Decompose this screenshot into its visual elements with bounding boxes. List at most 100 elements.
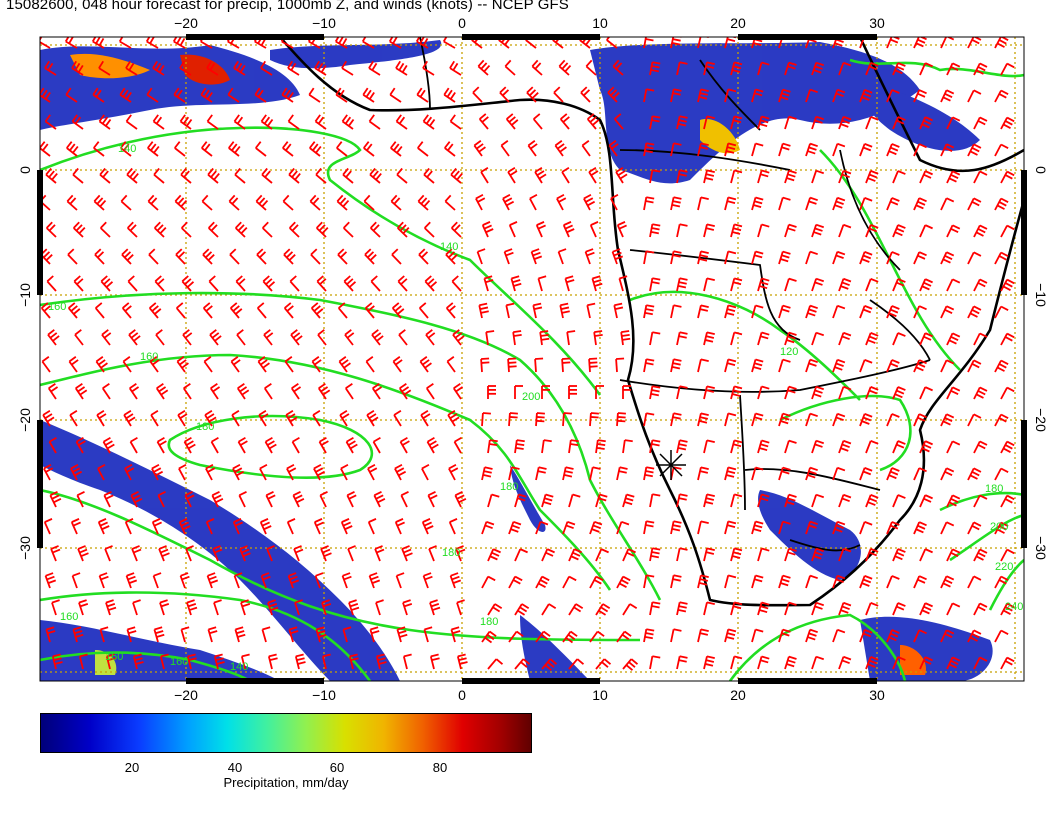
wind-barb [233,572,243,589]
wind-barb [487,658,504,670]
wind-barb [505,113,519,130]
wind-barb [371,383,383,400]
wind-barb [940,143,955,157]
wind-barb [778,412,791,427]
wind-barb [449,114,462,130]
wind-barb [838,547,852,562]
wind-barb [535,520,549,535]
wind-barb [310,248,321,265]
wind-barb [886,143,900,157]
wind-barb [444,141,456,157]
wind-barb [703,331,715,346]
wind-barb [130,490,143,508]
wind-barb [445,248,458,265]
wind-barb [643,250,655,265]
wind-barb [757,169,770,184]
wind-barb [535,221,546,238]
wind-barb [561,166,570,184]
wind-barb [568,603,584,616]
wind-barb [778,574,791,589]
wind-barb [757,493,770,508]
wind-barb [100,275,114,292]
wind-barb [487,439,498,454]
wind-barb [153,167,165,184]
wind-barb [74,329,84,346]
wind-barb [475,193,486,211]
wind-barb [233,114,246,130]
wind-barb [46,275,57,292]
wind-barb [967,197,982,211]
wind-barb [730,493,743,508]
wind-barb [389,87,402,103]
wind-barb [444,194,456,211]
wind-barb [174,194,188,211]
wind-barb [892,656,906,670]
wind-barb [121,302,132,319]
wind-barb [258,409,269,427]
wind-barb [595,385,604,399]
wind-barb [919,278,933,292]
wind-barb [179,114,193,130]
wind-barb [155,383,169,400]
wind-barb [205,463,216,481]
wind-barb [940,305,955,319]
wind-barb [670,196,682,211]
wind-barb [338,356,351,373]
wind-barb [179,60,192,76]
wind-barb [838,61,852,76]
wind-barb [670,412,682,427]
contour-label: 160 [60,611,78,623]
wind-barb [424,221,435,238]
contour-label: 180 [480,616,498,628]
wind-barb [724,142,737,157]
wind-barb [724,304,737,319]
wind-barb [69,409,78,427]
wind-barb [286,463,297,481]
wind-barb [315,167,327,184]
wind-barb [1000,332,1015,346]
wind-barb [778,466,791,481]
lon-tick-label-bottom: 0 [458,687,466,700]
wind-barb [535,575,550,589]
wind-barb [892,332,906,346]
wind-barb [946,170,961,184]
wind-barb [832,250,846,265]
wind-barb [416,87,429,103]
wind-barb [212,545,223,562]
wind-barb [70,463,83,481]
wind-barb [581,140,591,157]
wind-barb [751,88,764,103]
coastlines [279,37,1024,607]
wind-barb [337,248,348,265]
wind-barb [423,167,435,184]
wind-barb [534,357,544,373]
wind-barb [670,250,682,265]
wind-barb [428,545,437,562]
wind-barb [613,113,624,130]
wind-barb [940,467,955,481]
wind-barb [154,221,167,238]
wind-barb [418,302,429,319]
wind-barb [886,305,900,319]
wind-barb [348,653,359,670]
wind-barb [811,655,825,670]
wind-barb [811,547,825,562]
wind-barb [913,467,927,481]
wind-barb [502,193,515,211]
wind-barb [643,88,655,103]
wind-barb [508,520,522,535]
wind-barb [535,412,545,427]
wind-barb [811,169,825,184]
wind-barb [585,59,597,76]
wind-barb [892,224,906,238]
wind-barb [235,221,248,238]
wind-barb [313,463,326,481]
wind-barb [535,466,547,481]
wind-barb [946,332,961,346]
wind-barb [173,87,186,103]
wind-barb [757,385,770,400]
wind-barb [1000,494,1015,508]
wind-barb [832,304,846,319]
wind-barb [919,170,933,184]
wind-barb [374,545,385,562]
